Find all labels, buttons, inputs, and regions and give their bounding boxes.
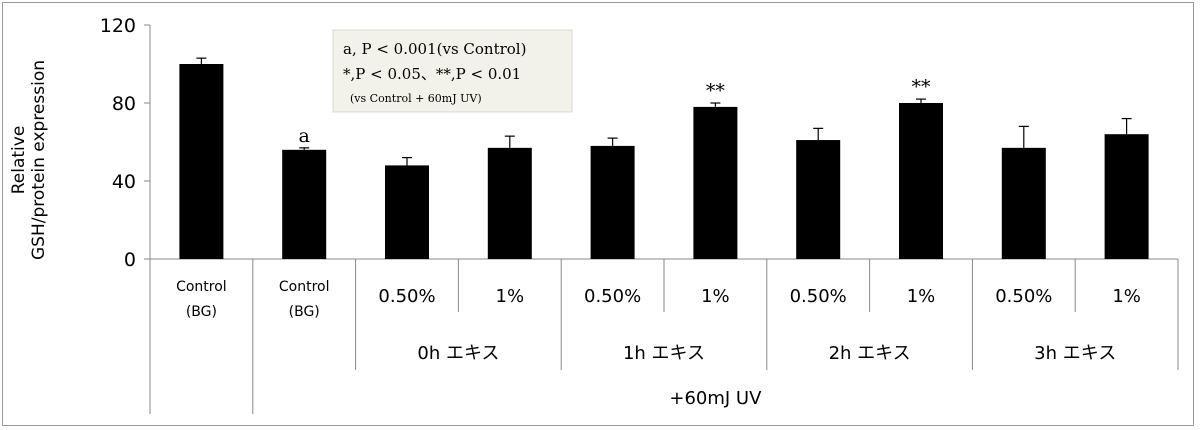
bar xyxy=(487,147,532,259)
group-label: 1h エキス xyxy=(623,343,705,364)
y-tick-label: 80 xyxy=(112,93,136,115)
category-label: (BG) xyxy=(186,304,217,320)
significance-marker: a xyxy=(299,125,310,147)
category-label: 0.50% xyxy=(584,286,641,307)
bar xyxy=(1001,147,1046,259)
significance-legend-box: a, P < 0.001(vs Control) *,P < 0.05、**,P… xyxy=(332,29,573,113)
group-label: 2h エキス xyxy=(829,343,911,364)
group-label: 0h エキス xyxy=(417,343,499,364)
y-axis-label-line1: Relative xyxy=(9,126,29,195)
y-axis-label-line2: GSH/protein expression xyxy=(29,60,49,260)
chart-frame xyxy=(2,2,1194,426)
bar xyxy=(385,165,429,259)
significance-marker: ** xyxy=(706,80,726,102)
group-label: 3h エキス xyxy=(1034,343,1116,364)
legend-line-3: (vs Control + 60mJ UV) xyxy=(350,92,482,105)
category-label: 1% xyxy=(1112,286,1141,307)
legend-box-background xyxy=(332,29,573,113)
category-label: 0.50% xyxy=(995,286,1052,307)
category-label: 1% xyxy=(496,286,525,307)
bars-layer xyxy=(179,57,1149,260)
category-label: (BG) xyxy=(289,304,320,320)
bar xyxy=(179,64,224,259)
category-label: 0.50% xyxy=(378,286,435,307)
y-tick-label: 120 xyxy=(100,15,136,37)
y-tick-label: 40 xyxy=(112,171,136,193)
bar xyxy=(590,145,635,259)
category-label: Control xyxy=(279,279,330,295)
category-label: Control xyxy=(176,279,227,295)
bar xyxy=(693,106,738,260)
category-label: 1% xyxy=(701,286,730,307)
legend-line-1: a, P < 0.001(vs Control) xyxy=(343,40,526,58)
bar xyxy=(282,149,327,259)
y-tick-label: 0 xyxy=(124,249,136,271)
significance-marker: ** xyxy=(912,76,932,98)
labels-layer: 0 40 80 120 Control (BG) a Control (BG) 0.50% 1% 0.… xyxy=(100,15,1141,409)
outer-group-label: +60mJ UV xyxy=(669,388,762,409)
bar xyxy=(899,103,943,259)
bar xyxy=(1104,134,1149,259)
category-label: 0.50% xyxy=(790,286,847,307)
category-label: 1% xyxy=(907,286,936,307)
legend-line-2: *,P < 0.05、**,P < 0.01 xyxy=(343,65,521,83)
bar xyxy=(796,140,841,259)
